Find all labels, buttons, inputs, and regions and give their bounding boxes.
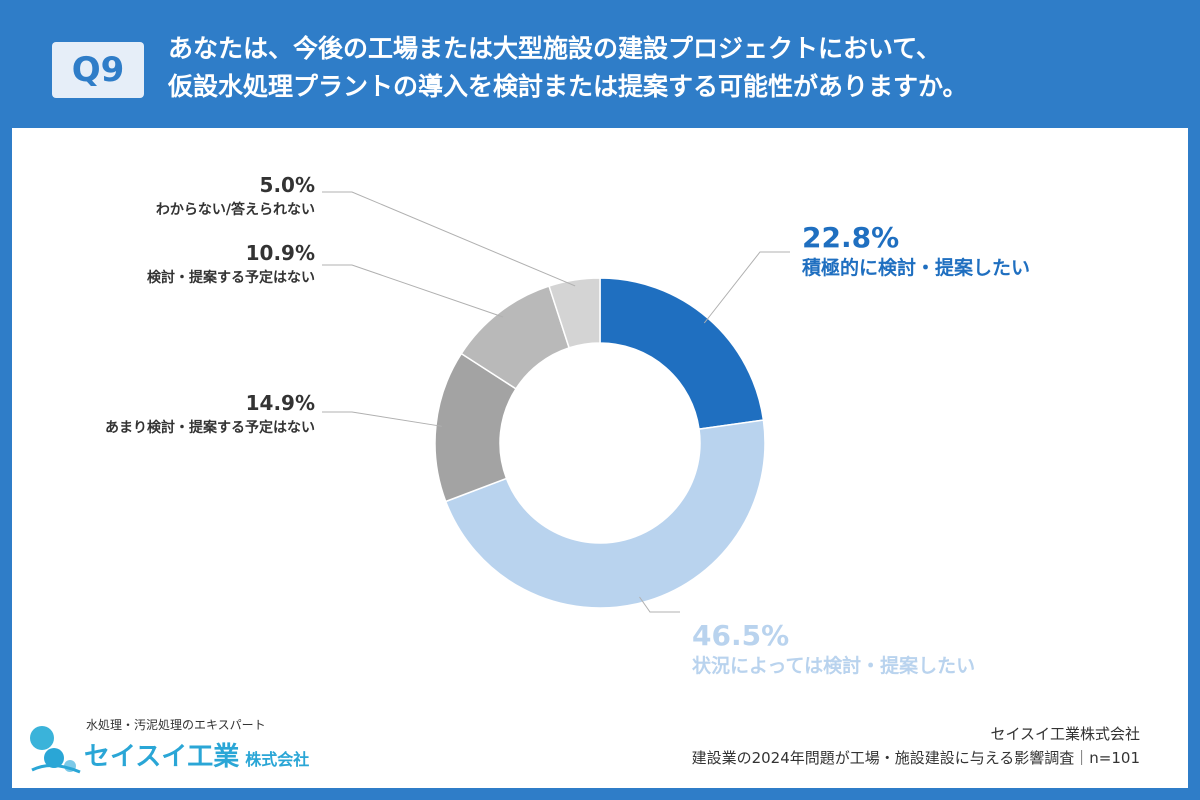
slice-no-plan-percent-label: 10.9% xyxy=(246,241,315,265)
logo-name-text: セイスイ工業 xyxy=(84,742,240,772)
slice-active xyxy=(599,277,765,430)
slice-conditional xyxy=(444,419,766,609)
slice-no-plan-leader-line xyxy=(322,264,504,318)
question-title-line2: 仮設水処理プラントの導入を検討または提案する可能性がありますか。 xyxy=(168,72,968,101)
slice-active-leader-line xyxy=(703,251,790,324)
header: Q9 あなたは、今後の工場または大型施設の建設プロジェクトにおいて、 仮設水処理… xyxy=(0,0,1200,128)
question-badge: Q9 xyxy=(52,42,144,98)
slice-unlikely-percent-label: 14.9% xyxy=(246,391,315,415)
footer-survey: 建設業の2024年問題が工場・施設建設に与える影響調査｜n=101 xyxy=(691,749,1140,767)
question-title-line1: あなたは、今後の工場または大型施設の建設プロジェクトにおいて、 xyxy=(168,34,942,63)
slice-conditional-percent-label: 46.5% xyxy=(692,619,789,652)
footer-company: セイスイ工業株式会社 xyxy=(990,725,1140,743)
slice-no-plan-category-label: 検討・提案する予定はない xyxy=(147,269,315,286)
footer-credit: セイスイ工業株式会社 建設業の2024年問題が工場・施設建設に与える影響調査｜n… xyxy=(692,722,1140,770)
slice-unknown-leader-line xyxy=(322,191,576,287)
logo-suffix: 株式会社 xyxy=(245,750,310,769)
slice-active-category-label: 積極的に検討・提案したい xyxy=(802,256,1030,279)
slice-active-percent-label: 22.8% xyxy=(802,221,899,254)
logo-tagline: 水処理・汚泥処理のエキスパート xyxy=(86,718,266,732)
chart-panel xyxy=(12,128,1188,788)
slice-unknown-category-label: わからない/答えられない xyxy=(156,201,315,218)
company-logo: 水処理・汚泥処理のエキスパート セイスイ工業 株式会社 xyxy=(28,716,348,780)
question-title: あなたは、今後の工場または大型施設の建設プロジェクトにおいて、 仮設水処理プラン… xyxy=(168,30,1168,106)
logo-bubbles-icon xyxy=(30,726,81,774)
slice-unknown xyxy=(548,277,601,349)
slice-unknown-percent-label: 5.0% xyxy=(260,173,315,197)
logo-name: セイスイ工業 株式会社 xyxy=(84,736,309,773)
slice-conditional-leader-line xyxy=(639,596,680,613)
slice-unlikely-leader-line xyxy=(322,411,442,427)
slice-unlikely-category-label: あまり検討・提案する予定はない xyxy=(105,419,315,436)
slice-conditional-category-label: 状況によっては検討・提案したい xyxy=(692,654,975,677)
